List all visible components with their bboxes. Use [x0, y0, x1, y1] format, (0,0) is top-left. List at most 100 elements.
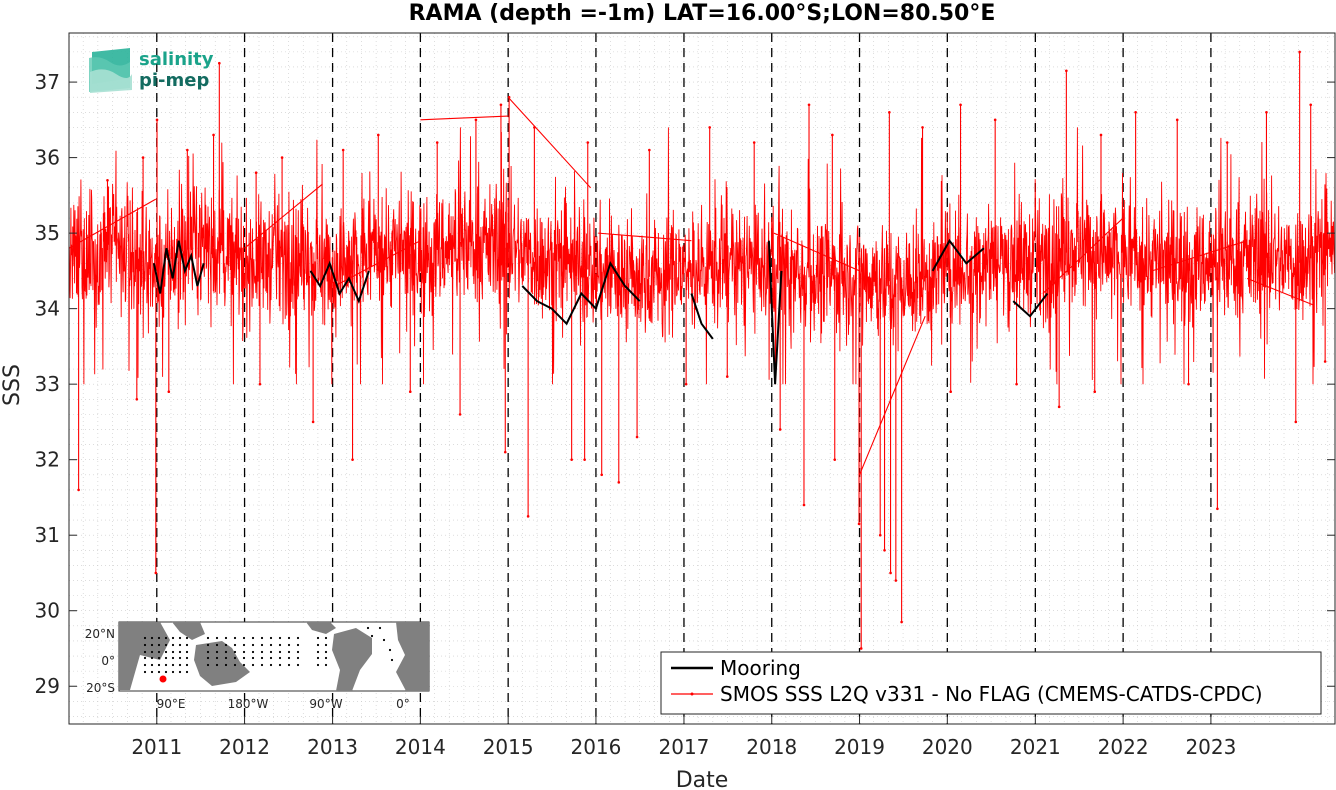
smos-low-spike-point	[458, 413, 462, 416]
smos-high-spike-point	[507, 95, 511, 99]
buoy-dot	[143, 663, 147, 667]
smos-high-spike-point	[1099, 133, 1103, 137]
smos-high-spike-point	[186, 148, 189, 152]
inset-map-land	[119, 622, 429, 691]
smos-low-spike-point	[526, 515, 530, 518]
buoy-dot	[157, 650, 161, 654]
smos-low-spike-point	[258, 382, 262, 386]
buoy-dot	[324, 663, 328, 667]
smos-high-spike-point	[218, 61, 221, 65]
inset-map-background	[118, 621, 430, 692]
smos-high-spike-point	[499, 103, 503, 107]
buoy-dot	[378, 626, 382, 630]
smos-low-spike-point	[889, 571, 892, 575]
buoy-dot	[316, 643, 320, 647]
buoy-dot	[178, 663, 182, 667]
buoy-dot	[215, 636, 219, 640]
buoy-dot	[316, 636, 320, 640]
smos-gap-line-5	[598, 232, 692, 242]
smos-low-spike-point	[600, 473, 604, 477]
smos-high-spike-point	[106, 178, 109, 182]
buoy-dot	[171, 650, 175, 654]
legend-label-smos: SMOS SSS L2Q v331 - No FLAG (CMEMS-CATDS…	[720, 682, 1263, 706]
x-tick-label-2022: 2022	[1098, 735, 1149, 759]
buoy-dot	[171, 643, 175, 647]
smos-gap-line-0	[68, 198, 157, 249]
mooring-segment-4	[767, 240, 783, 385]
smos-low-spike-point	[883, 549, 886, 552]
buoy-dot	[150, 636, 154, 640]
buoy-dot	[164, 670, 168, 674]
buoy-dot	[171, 663, 175, 667]
buoy-dot	[150, 670, 154, 674]
buoy-dot	[296, 643, 300, 647]
smos-low-spike-point	[167, 390, 171, 394]
buoy-dot	[269, 650, 273, 654]
x-tick-label-2015: 2015	[483, 735, 534, 759]
smos-gap-line-9	[1151, 240, 1248, 272]
smos-low-spike-point	[583, 458, 586, 461]
buoy-dot	[269, 656, 273, 660]
smos-low-spike-point	[857, 522, 861, 526]
buoy-dot	[324, 643, 328, 647]
smos-low-spike-point	[833, 458, 837, 461]
buoy-dot	[171, 670, 175, 674]
year-marker-lines	[156, 33, 1212, 724]
smos-gap-line-1	[244, 183, 323, 249]
smos-low-spike-point	[408, 390, 412, 394]
buoy-dot	[157, 643, 161, 647]
buoy-dot	[185, 663, 189, 667]
buoy-dot	[143, 650, 147, 654]
y-tick-label-37: 37	[35, 70, 60, 94]
smos-high-spike-point	[141, 156, 145, 159]
buoy-dot	[150, 650, 154, 654]
buoy-dot	[278, 663, 282, 667]
smos-low-spike-point	[725, 375, 729, 378]
mooring-segment-5	[931, 238, 985, 272]
inset-lat-label-20n: 20°N	[85, 627, 115, 641]
smos-sss-line	[68, 127, 1336, 385]
buoy-dot	[164, 650, 168, 654]
smos-high-spike-point	[435, 141, 439, 144]
y-tick-label-36: 36	[35, 146, 60, 170]
buoy-dot	[316, 650, 320, 654]
buoy-dot	[296, 650, 300, 654]
buoy-dot	[164, 656, 168, 660]
x-tick-label-2017: 2017	[659, 735, 710, 759]
smos-high-spike-point	[959, 103, 962, 107]
y-tick-label-34: 34	[35, 297, 60, 321]
logo-wave-icon	[89, 48, 132, 93]
buoy-dot	[251, 656, 255, 660]
smos-high-spike-point	[807, 103, 811, 107]
x-tick-label-2023: 2023	[1185, 735, 1236, 759]
smos-high-spike-point	[708, 126, 711, 129]
buoy-dot	[143, 670, 147, 674]
smos-low-spike-point	[900, 620, 903, 624]
buoy-dot	[242, 643, 246, 647]
smos-low-spike-point	[949, 390, 952, 394]
smos-low-spike-point	[135, 397, 139, 401]
buoy-dot	[233, 656, 237, 660]
smos-low-spike-point	[859, 647, 863, 650]
smos-low-spike-point	[617, 481, 621, 484]
legend-swatch-smos-marker	[690, 692, 694, 696]
smos-low-spike-point	[778, 428, 782, 431]
smos-low-spike-point	[1187, 382, 1190, 386]
logo-text-pi-mep: pi-mep	[139, 70, 209, 91]
buoy-dot	[178, 670, 182, 674]
buoy-dot	[269, 643, 273, 647]
buoy-dot	[215, 643, 219, 647]
y-tick-label-35: 35	[35, 221, 60, 245]
smos-gap-line-10	[1247, 277, 1314, 306]
y-tick-label-30: 30	[35, 599, 60, 623]
smos-low-spike-point	[635, 435, 639, 439]
buoy-dot	[324, 656, 328, 660]
x-axis-label: Date	[676, 768, 729, 790]
plot-area	[69, 33, 1335, 724]
smos-high-spike-point	[341, 148, 345, 152]
buoy-dot	[178, 636, 182, 640]
buoy-dot	[215, 650, 219, 654]
buoy-dot	[324, 636, 328, 640]
x-tick-label-2011: 2011	[131, 735, 182, 759]
chart-title: RAMA (depth =-1m) LAT=16.00°S;LON=80.50°…	[409, 1, 996, 26]
